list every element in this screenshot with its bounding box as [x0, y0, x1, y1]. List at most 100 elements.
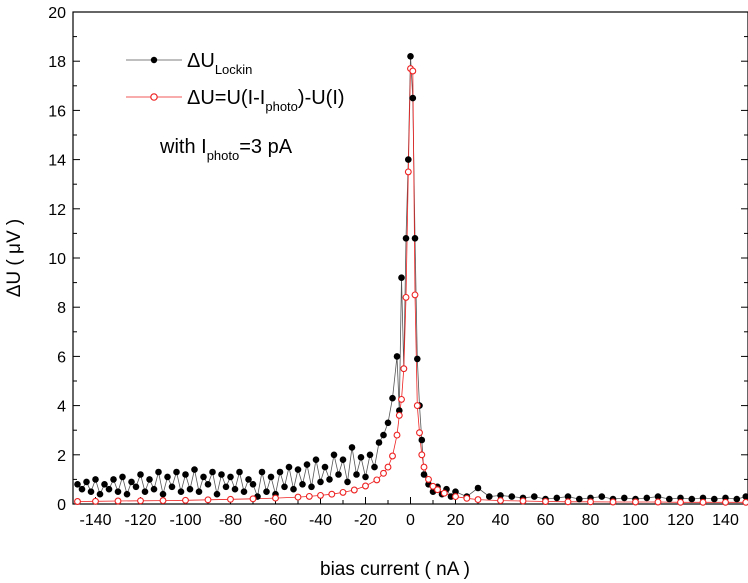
- data-point-series-1: [425, 475, 432, 483]
- x-tick-label: -60: [264, 512, 287, 529]
- data-point-series-0: [209, 468, 216, 476]
- data-point-series-1: [398, 395, 405, 403]
- data-point-series-1: [519, 497, 527, 505]
- data-point-series-0: [132, 483, 140, 491]
- data-point-series-0: [576, 495, 583, 503]
- data-point-series-0: [389, 394, 396, 402]
- data-point-series-0: [405, 156, 412, 163]
- data-point-series-0: [418, 436, 426, 444]
- data-point-series-0: [200, 473, 207, 481]
- x-tick-label: -140: [79, 512, 111, 529]
- data-point-series-0: [96, 490, 104, 498]
- data-point-series-1: [272, 494, 279, 502]
- data-point-series-0: [420, 471, 428, 478]
- annotation-photocurrent: with Iphoto=3 pA: [159, 136, 293, 163]
- data-point-series-1: [409, 67, 417, 75]
- data-point-series-0: [150, 485, 158, 493]
- legend-label-calculated-tail: )-U(I): [298, 87, 345, 109]
- data-point-series-0: [164, 473, 171, 481]
- data-point-series-0: [366, 451, 374, 459]
- data-point-series-1: [742, 498, 748, 506]
- y-tick-label: 8: [57, 300, 66, 317]
- y-tick-label: 0: [57, 497, 66, 514]
- x-tick-label: 80: [582, 512, 600, 529]
- data-point-series-0: [128, 478, 135, 486]
- y-tick-label: 16: [48, 103, 66, 120]
- data-point-series-1: [416, 429, 423, 437]
- data-point-series-0: [411, 235, 419, 242]
- data-point-series-0: [114, 488, 122, 496]
- x-tick-label: 0: [406, 512, 415, 529]
- data-point-series-0: [564, 493, 572, 500]
- data-point-series-1: [434, 486, 441, 494]
- y-tick-label: 14: [48, 153, 66, 170]
- data-point-series-1: [350, 486, 358, 494]
- data-point-series-0: [236, 468, 243, 476]
- data-point-series-1: [402, 293, 410, 301]
- data-point-series-1: [317, 491, 324, 499]
- data-point-series-1: [400, 365, 408, 373]
- data-point-series-0: [711, 495, 718, 503]
- data-point-series-0: [384, 419, 392, 427]
- data-point-series-0: [159, 490, 167, 498]
- series-lines: [77, 56, 746, 503]
- y-axis-ticks: 0 2 4 6 8 10 12 14 16 18 20: [48, 5, 748, 514]
- data-point-series-0: [344, 478, 351, 486]
- data-point-series-1: [452, 493, 459, 501]
- data-point-series-1: [587, 498, 594, 506]
- data-point-series-0: [380, 431, 387, 439]
- data-point-series-0: [294, 466, 302, 473]
- legend-label-lockin-main: ΔU: [187, 50, 215, 72]
- y-tick-label: 10: [48, 251, 66, 268]
- y-axis-title: ΔU ( μV ): [4, 219, 25, 298]
- data-point-series-1: [339, 488, 347, 496]
- data-point-series-0: [276, 468, 284, 476]
- data-point-series-1: [137, 497, 144, 505]
- annotation-suffix: =3 pA: [239, 136, 292, 158]
- data-point-series-0: [263, 488, 270, 496]
- data-point-series-0: [407, 53, 414, 60]
- x-tick-label: -40: [309, 512, 332, 529]
- data-point-series-0: [396, 407, 403, 414]
- data-point-series-0: [155, 468, 162, 476]
- data-point-series-0: [531, 493, 538, 500]
- data-point-series-0: [146, 476, 153, 483]
- data-point-series-1: [328, 490, 336, 498]
- x-tick-label: 140: [712, 512, 739, 529]
- data-point-series-0: [409, 94, 417, 102]
- data-point-series-0: [173, 468, 180, 476]
- data-point-series-0: [231, 485, 239, 493]
- data-point-series-0: [186, 485, 194, 493]
- data-point-series-0: [308, 483, 315, 491]
- data-point-series-0: [78, 485, 86, 493]
- data-point-series-1: [429, 482, 437, 490]
- y-tick-label: 2: [57, 448, 66, 465]
- data-point-series-0: [393, 353, 401, 360]
- data-point-series-0: [92, 476, 99, 483]
- data-point-series-1: [654, 498, 662, 506]
- data-point-series-0: [452, 488, 459, 496]
- data-point-series-0: [357, 454, 365, 461]
- data-point-series-1: [384, 463, 392, 471]
- data-point-series-1: [159, 497, 167, 505]
- data-point-series-1: [418, 451, 426, 459]
- data-point-series-0: [621, 494, 628, 502]
- data-point-series-1: [632, 498, 639, 506]
- data-point-series-0: [240, 488, 248, 496]
- legend: ΔULockin ΔU=U(I-Iphoto)-U(I): [126, 50, 345, 114]
- data-point-series-1: [373, 476, 381, 484]
- data-point-series-1: [474, 496, 482, 504]
- data-point-series-0: [654, 493, 662, 500]
- data-point-series-1: [227, 495, 234, 503]
- data-point-series-1: [411, 291, 419, 299]
- data-point-series-0: [553, 494, 561, 502]
- x-tick-label: 60: [537, 512, 555, 529]
- data-point-series-0: [742, 493, 748, 500]
- data-point-series-0: [119, 473, 126, 481]
- data-point-series-1: [463, 494, 471, 502]
- data-point-series-0: [218, 471, 225, 478]
- data-point-series-0: [267, 473, 275, 481]
- data-point-series-0: [402, 235, 410, 242]
- data-point-series-0: [688, 495, 696, 503]
- data-point-series-0: [339, 456, 347, 464]
